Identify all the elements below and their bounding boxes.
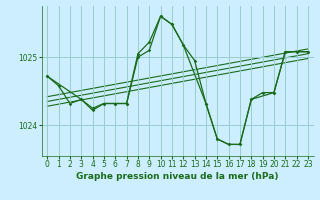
- X-axis label: Graphe pression niveau de la mer (hPa): Graphe pression niveau de la mer (hPa): [76, 172, 279, 181]
